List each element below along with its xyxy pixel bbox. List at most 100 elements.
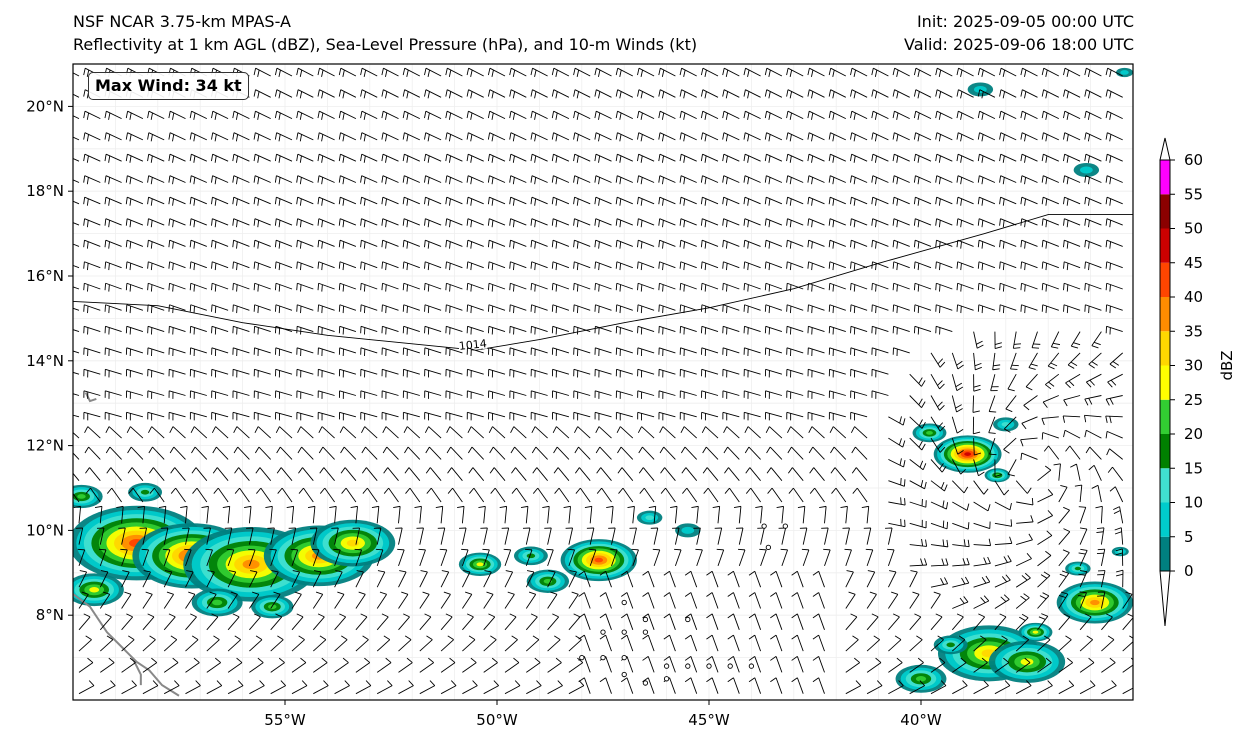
wind-barb xyxy=(531,446,548,460)
barb-shaft xyxy=(440,571,450,588)
barb-flag xyxy=(141,548,149,551)
barb-shaft xyxy=(872,132,889,141)
barb-shaft xyxy=(196,487,208,503)
wind-barb xyxy=(509,282,527,292)
wind-barb xyxy=(360,89,378,99)
wind-barb xyxy=(127,446,144,460)
barb-shaft xyxy=(893,218,910,226)
barb-flag xyxy=(912,591,920,595)
barb-flag xyxy=(766,446,771,454)
barb-flag xyxy=(679,154,682,162)
barb-flag xyxy=(83,218,85,226)
barb-flag xyxy=(62,219,63,226)
barb-shaft xyxy=(748,446,761,460)
barb-shaft xyxy=(489,175,506,183)
wind-barb xyxy=(1109,486,1124,503)
wind-barb xyxy=(888,591,899,609)
barb-flag xyxy=(321,284,323,292)
barb-flag xyxy=(1105,240,1108,248)
barb-flag xyxy=(487,283,490,291)
wind-barb xyxy=(147,132,165,142)
wind-barb xyxy=(275,347,293,356)
barb-shaft xyxy=(978,218,996,226)
barb-flag xyxy=(960,241,962,249)
wind-barb xyxy=(727,570,740,588)
barb-shaft xyxy=(83,390,101,396)
barb-shaft xyxy=(930,544,948,548)
reflectivity-contour xyxy=(1090,599,1100,606)
wind-barb xyxy=(913,196,932,206)
barb-shaft xyxy=(552,325,570,333)
barb-shaft xyxy=(596,89,612,98)
wind-barb xyxy=(994,536,1013,546)
barb-shaft xyxy=(492,446,506,460)
barb-flag xyxy=(786,218,788,226)
barb-flag xyxy=(670,505,678,508)
barb-flag xyxy=(1109,177,1112,185)
barb-flag xyxy=(748,570,756,576)
barb-flag xyxy=(499,505,507,508)
wind-barb xyxy=(232,325,250,335)
barb-shaft xyxy=(909,544,927,547)
barb-shaft xyxy=(811,426,825,439)
barb-shaft xyxy=(366,467,378,481)
barb-shaft xyxy=(808,218,825,226)
wind-barb xyxy=(722,132,740,142)
barb-shaft xyxy=(121,527,126,545)
wind-barb xyxy=(466,218,484,228)
barb-flag xyxy=(299,112,303,120)
wind-barb xyxy=(764,261,783,271)
barb-flag xyxy=(1065,445,1071,452)
barb-shaft xyxy=(382,282,399,290)
barb-shaft xyxy=(978,282,996,290)
barb-flag xyxy=(435,505,443,508)
wind-barb xyxy=(381,261,399,271)
wind-barb xyxy=(232,110,250,120)
barb-shaft xyxy=(510,239,527,247)
wind-barb xyxy=(840,505,848,524)
wind-barb xyxy=(637,67,655,77)
barb-shaft xyxy=(280,467,293,481)
barb-shaft xyxy=(1079,507,1087,524)
barb-flag xyxy=(759,548,767,551)
barb-flag xyxy=(960,69,963,77)
barb-flag xyxy=(680,446,686,454)
wind-barb xyxy=(1041,239,1059,249)
barb-flag xyxy=(747,155,750,163)
wind-barb xyxy=(501,527,510,545)
wind-barb xyxy=(722,282,740,292)
wind-barb xyxy=(84,446,101,460)
wind-barb xyxy=(701,368,719,378)
barb-flag xyxy=(662,241,664,249)
barb-flag xyxy=(619,177,622,185)
wind-barb xyxy=(700,196,719,206)
barb-flag xyxy=(828,154,831,162)
wind-barb xyxy=(425,446,442,460)
barb-flag xyxy=(274,283,277,291)
barb-flag xyxy=(383,467,389,474)
barb-flag xyxy=(186,570,194,573)
barb-flag xyxy=(445,240,448,248)
barb-shaft xyxy=(813,467,825,481)
barb-flag xyxy=(658,197,661,205)
barb-shaft xyxy=(583,592,591,609)
barb-flag xyxy=(191,446,196,454)
barb-shaft xyxy=(339,239,357,247)
barb-shaft xyxy=(151,426,165,439)
barb-shaft xyxy=(808,239,825,247)
barb-shaft xyxy=(589,549,597,567)
wind-barb xyxy=(83,132,101,142)
barb-flag xyxy=(321,263,323,271)
wind-barb xyxy=(743,390,761,399)
barb-flag xyxy=(745,487,752,494)
barb-flag xyxy=(576,91,580,99)
barb-flag xyxy=(770,592,777,597)
barb-shaft xyxy=(248,571,258,588)
barb-shaft xyxy=(1063,395,1081,401)
wind-barb xyxy=(658,175,676,185)
barb-flag xyxy=(896,263,898,271)
barb-flag xyxy=(1045,134,1048,142)
barb-flag xyxy=(125,175,128,183)
wind-barb xyxy=(402,153,420,163)
reflectivity-cell xyxy=(310,519,396,567)
